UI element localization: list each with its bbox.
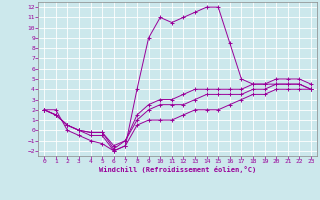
X-axis label: Windchill (Refroidissement éolien,°C): Windchill (Refroidissement éolien,°C) — [99, 166, 256, 173]
